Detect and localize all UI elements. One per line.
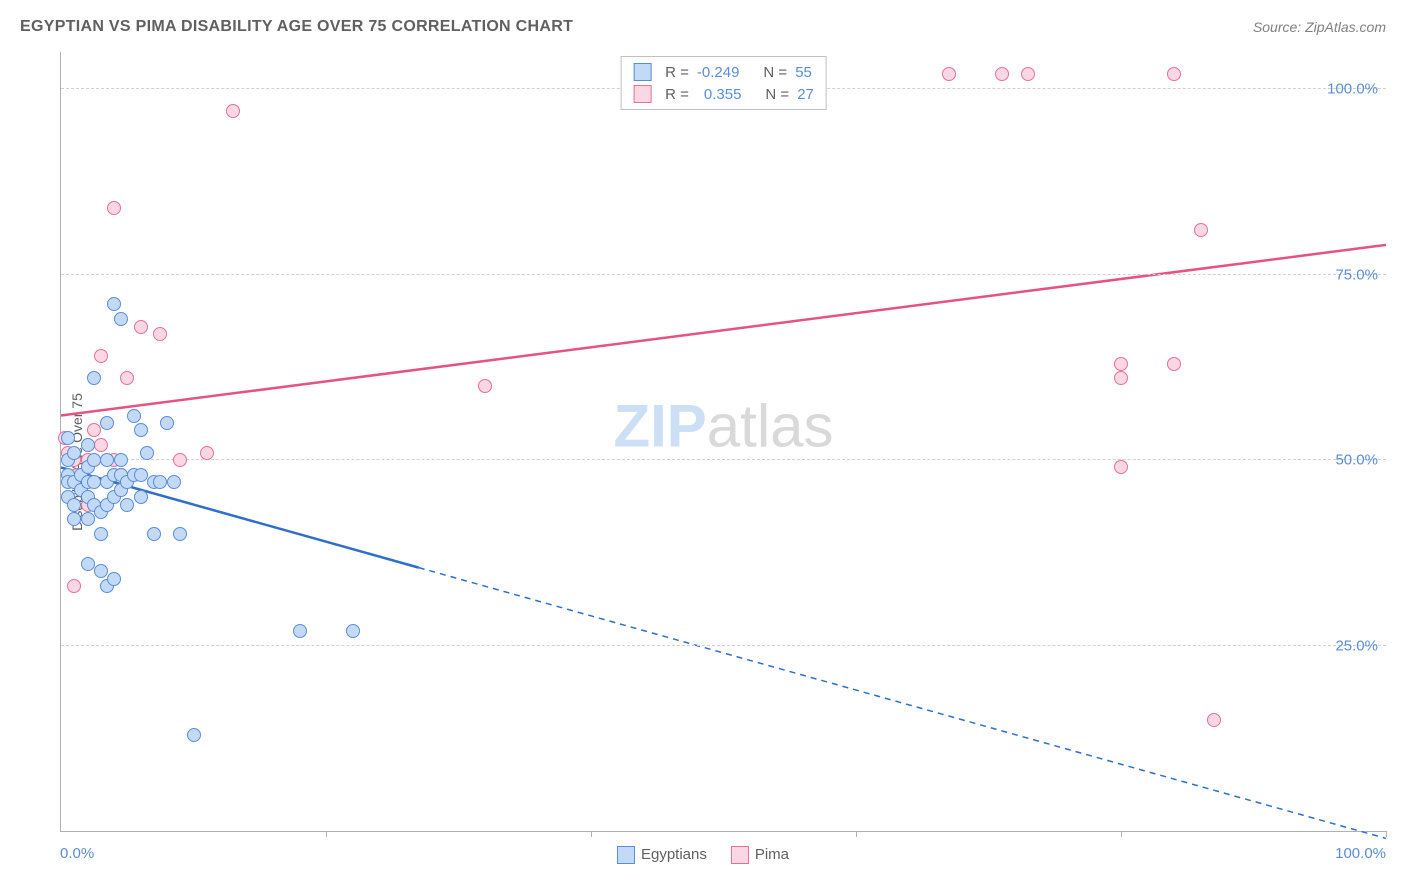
point-egyptians (87, 453, 101, 467)
point-egyptians (81, 512, 95, 526)
point-egyptians (94, 527, 108, 541)
x-axis-min-label: 0.0% (60, 845, 94, 862)
point-pima (942, 67, 956, 81)
correlation-legend: R = -0.249 N = 55 R = 0.355 N = 27 (620, 56, 827, 110)
scatter-plot: ZIPatlas R = -0.249 N = 55 R = 0.355 N =… (60, 52, 1386, 832)
point-egyptians (81, 438, 95, 452)
point-pima (107, 201, 121, 215)
gridline (61, 274, 1386, 275)
point-egyptians (67, 446, 81, 460)
point-pima (153, 327, 167, 341)
point-egyptians (87, 371, 101, 385)
point-egyptians (127, 409, 141, 423)
point-pima (87, 423, 101, 437)
point-pima (995, 67, 1009, 81)
gridline (61, 645, 1386, 646)
point-egyptians (346, 624, 360, 638)
point-pima (120, 371, 134, 385)
point-pima (173, 453, 187, 467)
point-egyptians (147, 527, 161, 541)
point-pima (1114, 357, 1128, 371)
point-egyptians (160, 416, 174, 430)
point-pima (1167, 357, 1181, 371)
watermark: ZIPatlas (613, 391, 833, 460)
y-tick-label: 50.0% (1335, 452, 1378, 469)
y-tick-label: 100.0% (1327, 81, 1378, 98)
point-egyptians (107, 572, 121, 586)
legend-item-pima: Pima (731, 846, 789, 864)
x-tick (591, 831, 592, 837)
source-label: Source: ZipAtlas.com (1253, 19, 1386, 35)
legend-item-egyptians: Egyptians (617, 846, 707, 864)
point-pima (1167, 67, 1181, 81)
point-pima (1207, 713, 1221, 727)
x-axis-max-label: 100.0% (1335, 845, 1386, 862)
point-egyptians (67, 498, 81, 512)
point-pima (1114, 371, 1128, 385)
point-egyptians (153, 475, 167, 489)
x-tick (1386, 831, 1387, 837)
point-egyptians (140, 446, 154, 460)
point-egyptians (114, 453, 128, 467)
point-egyptians (100, 453, 114, 467)
x-tick (1121, 831, 1122, 837)
point-egyptians (134, 490, 148, 504)
point-egyptians (114, 312, 128, 326)
point-egyptians (120, 498, 134, 512)
point-pima (94, 349, 108, 363)
point-egyptians (81, 557, 95, 571)
point-egyptians (167, 475, 181, 489)
gridline (61, 459, 1386, 460)
y-tick-label: 25.0% (1335, 637, 1378, 654)
point-pima (226, 104, 240, 118)
point-egyptians (134, 468, 148, 482)
point-egyptians (134, 423, 148, 437)
point-egyptians (187, 728, 201, 742)
point-egyptians (100, 416, 114, 430)
point-egyptians (67, 512, 81, 526)
point-egyptians (61, 431, 75, 445)
y-tick-label: 75.0% (1335, 266, 1378, 283)
point-pima (134, 320, 148, 334)
point-pima (67, 579, 81, 593)
chart-title: EGYPTIAN VS PIMA DISABILITY AGE OVER 75 … (20, 18, 573, 36)
point-egyptians (173, 527, 187, 541)
point-pima (1114, 460, 1128, 474)
point-pima (200, 446, 214, 460)
point-pima (1194, 223, 1208, 237)
point-egyptians (107, 297, 121, 311)
series-legend: Egyptians Pima (617, 846, 789, 864)
point-pima (1021, 67, 1035, 81)
point-egyptians (87, 475, 101, 489)
point-pima (94, 438, 108, 452)
point-egyptians (94, 564, 108, 578)
x-tick (326, 831, 327, 837)
point-egyptians (293, 624, 307, 638)
x-tick (856, 831, 857, 837)
legend-row-pink: R = 0.355 N = 27 (633, 83, 814, 105)
point-pima (478, 379, 492, 393)
legend-row-blue: R = -0.249 N = 55 (633, 61, 814, 83)
